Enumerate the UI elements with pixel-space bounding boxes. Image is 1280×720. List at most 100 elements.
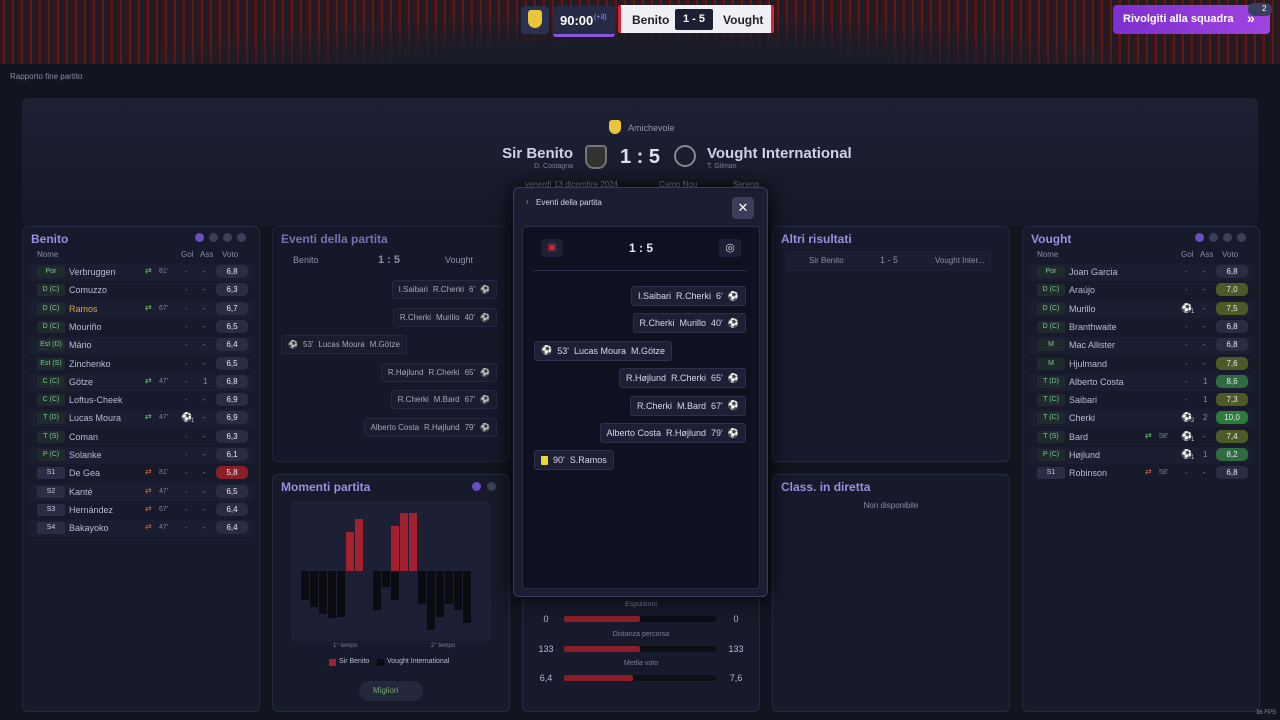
- player-name: Robinson: [1069, 468, 1108, 479]
- event-player: R.Højlund: [626, 373, 667, 384]
- away-bar: [310, 571, 318, 608]
- stat-bar: [564, 616, 640, 622]
- event-icon: ⚽: [480, 422, 490, 432]
- event-minute: 67': [464, 395, 476, 404]
- row-stripe: [1029, 264, 1253, 281]
- position: T (D): [1037, 375, 1065, 388]
- page-dot: [209, 233, 218, 242]
- sub-minute: 47': [159, 414, 169, 422]
- home-bar: [400, 512, 408, 571]
- team-talk-label: Rivolgiti alla squadra: [1123, 13, 1234, 25]
- event: ⚽ 53' Lucas Moura M.Götze: [534, 340, 672, 361]
- breadcrumb: Rapporto fine partito: [10, 72, 83, 81]
- score: 1 - 5: [682, 13, 705, 25]
- event-player: R.Højlund: [387, 367, 424, 377]
- player-name: Murillo: [1069, 303, 1096, 314]
- assists: -: [1203, 285, 1206, 295]
- events-panel: Eventi della partita Benito 1 : 5 Vought I.S…: [272, 226, 510, 462]
- event-icon: ⚽: [480, 367, 490, 377]
- position: Por: [37, 266, 65, 278]
- event-icon: ⚽: [727, 400, 739, 411]
- goals: 2: [1191, 418, 1195, 425]
- half-label: 1° tempo: [333, 643, 358, 649]
- position: C (C): [37, 375, 65, 388]
- home-bar: [355, 519, 363, 571]
- player-name: De Gea: [69, 468, 101, 479]
- position: D (C): [37, 284, 65, 297]
- event: R.Cherki Murillo 40' ⚽: [392, 307, 497, 327]
- event-minute: 6': [716, 291, 723, 301]
- player-name: Solanke: [69, 450, 102, 460]
- live-table-panel: Class. in diretta Non disponibile: [772, 474, 1010, 712]
- goals: -: [1185, 395, 1188, 405]
- home-bar: [391, 525, 399, 571]
- column-header: Voto: [222, 250, 239, 259]
- stat-home: 133: [538, 643, 554, 654]
- clock: 90:00: [560, 13, 594, 28]
- event-minute: 53': [557, 345, 569, 356]
- player-name: Araújo: [1069, 285, 1096, 296]
- stat-track: [564, 675, 716, 681]
- player-name: Zinchenko: [69, 358, 111, 369]
- panel-title: Momenti partita: [281, 480, 371, 494]
- away-bar: [391, 571, 399, 600]
- event-player: M.Götze: [369, 340, 400, 349]
- position: T (C): [1037, 412, 1065, 425]
- away-bar: [427, 571, 435, 630]
- event-player: I.Saibari: [638, 291, 672, 301]
- rating: 6,5: [216, 484, 248, 498]
- page-dot: [1223, 233, 1232, 242]
- row-stripe: [1029, 337, 1253, 355]
- team-talk-button[interactable]: Rivolgiti alla squadra »: [1113, 5, 1270, 34]
- goals: -: [185, 523, 188, 533]
- row-stripe: [1029, 300, 1253, 318]
- position: S1: [37, 467, 65, 480]
- column-header: Voto: [1222, 250, 1239, 259]
- close-button[interactable]: ✕: [732, 197, 754, 219]
- home-bar: [409, 512, 417, 571]
- row-stripe: [29, 410, 253, 428]
- modal-body: ▣ 1 : 5 ◎ I.Saibari R.Cherki 6' ⚽ R.Cherki Muril…: [522, 226, 760, 589]
- page-dot: [237, 233, 246, 242]
- player-name: Bakayoko: [69, 523, 109, 534]
- position: T (S): [1037, 430, 1065, 443]
- goals: -: [185, 303, 188, 313]
- away-bar: [454, 571, 462, 610]
- stadium: Camp Nou: [659, 180, 698, 189]
- row-stripe: [29, 337, 253, 355]
- goals: -: [185, 504, 188, 514]
- player-name: Mac Allister: [1069, 340, 1116, 351]
- event-player: R.Cherki: [671, 373, 707, 384]
- assists: -: [203, 468, 206, 478]
- stat-bar: [564, 645, 640, 652]
- event-icon: ⚽: [727, 372, 739, 383]
- goals: -: [185, 376, 188, 386]
- goals: -: [185, 486, 188, 496]
- event-minute: 79': [464, 422, 476, 432]
- event: Alberto Costa R.Højlund 79' ⚽: [599, 423, 746, 443]
- event-icon: ⚽: [541, 345, 553, 356]
- legend-swatch: [329, 659, 336, 666]
- away-bar: [436, 571, 444, 617]
- empty-message: Non disponibile: [863, 501, 919, 510]
- goals: -: [1185, 468, 1188, 478]
- sub-icon: ⇄: [145, 412, 152, 422]
- rating: 6,3: [216, 283, 248, 297]
- event-minute: 65': [711, 373, 723, 384]
- assists: 1: [203, 376, 208, 386]
- event-player: Lucas Moura: [318, 340, 365, 349]
- rating: 6,1: [216, 448, 248, 461]
- position: T (D): [37, 412, 65, 425]
- goals: -: [1185, 267, 1188, 276]
- modal-score: 1 : 5: [628, 241, 653, 255]
- assists: 1: [1203, 376, 1208, 386]
- sub-icon: ⇄: [145, 375, 152, 385]
- best-button[interactable]: Migliori: [359, 681, 423, 701]
- player-name: Mário: [69, 340, 92, 351]
- away-crest: [674, 145, 696, 167]
- assists: -: [203, 340, 206, 350]
- goal-icon: ⚽: [1181, 449, 1193, 459]
- event-player: M.Bard: [433, 395, 460, 404]
- row-stripe: [29, 300, 253, 318]
- away-bar: [328, 571, 336, 618]
